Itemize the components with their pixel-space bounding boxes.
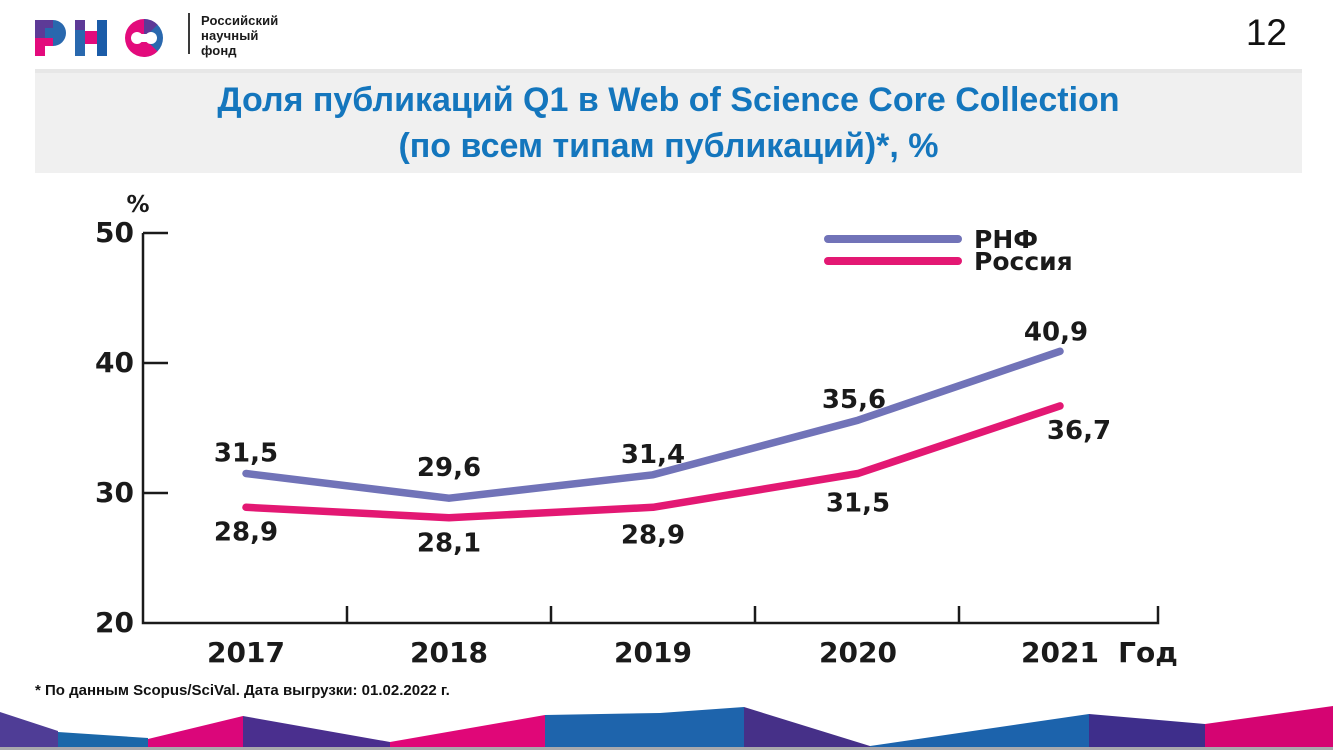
footnote: * По данным Scopus/SciVal. Дата выгрузки… — [35, 682, 450, 699]
y-axis-unit: % — [126, 192, 149, 218]
decor-shape — [243, 716, 390, 747]
slide-title-line1: Доля публикаций Q1 в Web of Science Core… — [217, 81, 1120, 119]
org-name-line3: фонд — [201, 43, 237, 58]
decor-shape — [1205, 706, 1333, 747]
logo-letter-r — [35, 20, 66, 56]
slide-title-line2: (по всем типам публикаций)*, % — [398, 127, 939, 165]
title-band: Доля публикаций Q1 в Web of Science Core… — [35, 69, 1302, 173]
decor-shape — [58, 732, 148, 747]
logo-divider — [188, 13, 190, 54]
org-name-line2: научный — [201, 28, 259, 43]
page-number: 12 — [1245, 12, 1287, 53]
series-line-РНФ — [242, 347, 1064, 502]
data-label-РНФ: 35,6 — [822, 385, 886, 415]
data-label-Россия: 28,1 — [417, 529, 481, 559]
x-axis-title: Год — [1118, 636, 1178, 669]
rnf-logo: РНФ — [35, 18, 163, 58]
x-tick-2021: 2021 — [1021, 636, 1099, 669]
decor-shape — [390, 715, 545, 747]
data-label-РНФ: 29,6 — [417, 453, 481, 483]
decor-shape — [148, 716, 243, 747]
org-name-line1: Российский — [201, 13, 279, 28]
decor-shape — [545, 707, 744, 747]
y-tick-50: 50 — [95, 216, 134, 249]
logo-letter-f — [125, 18, 163, 58]
data-label-Россия: 31,5 — [826, 489, 890, 519]
x-tick-2019: 2019 — [614, 636, 692, 669]
bottom-baseline — [0, 746, 1333, 750]
y-tick-30: 30 — [95, 476, 134, 509]
x-tick-2018: 2018 — [410, 636, 488, 669]
data-label-Россия: 28,9 — [214, 517, 278, 547]
x-tick-2017: 2017 — [207, 636, 285, 669]
data-label-Россия: 36,7 — [1047, 416, 1111, 446]
decor-shape — [870, 714, 1089, 747]
legend-label-russia: Россия — [974, 247, 1073, 276]
chart-axes — [141, 231, 1160, 625]
data-label-Россия: 28,9 — [621, 520, 685, 550]
bottom-decor-band — [0, 706, 1333, 750]
logo-letter-n — [75, 20, 107, 56]
legend-label-rnf: РНФ — [974, 225, 1038, 254]
decor-shape — [744, 707, 870, 747]
data-label-РНФ: 40,9 — [1024, 317, 1088, 347]
series-layer: 31,5 29,6 31,4 35,6 40,9 28,9 28,1 28,9 31,5 36,7 — [214, 317, 1111, 558]
x-tick-2020: 2020 — [819, 636, 897, 669]
series-line-Россия — [242, 402, 1064, 522]
decor-shape — [0, 712, 58, 747]
org-name: Российский научный фонд — [201, 13, 278, 58]
data-label-РНФ: 31,5 — [214, 439, 278, 469]
y-tick-20: 20 — [95, 606, 134, 639]
decor-shape — [1089, 714, 1205, 747]
legend: РНФ Россия — [824, 225, 1073, 276]
data-label-РНФ: 31,4 — [621, 440, 685, 470]
y-tick-40: 40 — [95, 346, 134, 379]
